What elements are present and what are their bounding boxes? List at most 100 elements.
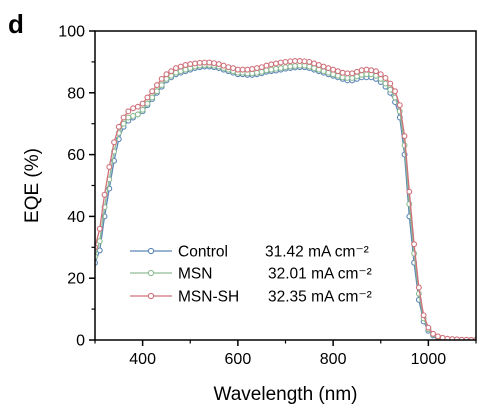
data-point (411, 241, 418, 248)
data-point (368, 67, 375, 74)
x-tick-label: 600 (225, 351, 252, 368)
data-point (277, 59, 284, 66)
data-point (315, 62, 322, 68)
data-point (249, 66, 256, 72)
data-point (344, 75, 351, 81)
data-point (349, 75, 356, 81)
data-point (330, 66, 337, 73)
data-point (130, 113, 137, 119)
data-point (401, 133, 408, 140)
data-point (111, 139, 118, 146)
data-point (373, 68, 379, 75)
data-point (125, 114, 132, 121)
data-point (253, 65, 260, 72)
data-point (120, 114, 127, 121)
y-axis-title: EQE (%) (22, 148, 43, 223)
data-point (382, 80, 389, 87)
data-point (177, 63, 184, 70)
data-point (387, 80, 394, 87)
data-point (301, 58, 308, 65)
panel-letter: d (8, 9, 24, 39)
data-point (144, 100, 151, 107)
data-point (434, 333, 441, 340)
data-point (215, 61, 222, 68)
data-point (349, 70, 356, 77)
data-point (153, 82, 160, 89)
data-point (382, 75, 389, 81)
data-point (315, 66, 322, 73)
legend-jsc-msn-sh: 32.35 mA cm⁻² (268, 289, 372, 306)
data-point (353, 68, 360, 75)
data-point (415, 284, 422, 291)
data-point (144, 94, 151, 101)
data-point (115, 123, 122, 130)
data-point (311, 65, 318, 72)
data-point (149, 94, 156, 101)
x-tick-label: 800 (320, 351, 347, 368)
data-point (173, 65, 179, 72)
data-point (196, 59, 203, 66)
x-tick-label: 1000 (411, 351, 447, 368)
y-tick-label: 60 (67, 147, 85, 164)
data-point (182, 66, 189, 73)
data-point (230, 65, 237, 72)
data-point (106, 164, 113, 170)
data-point (130, 105, 137, 112)
data-point (311, 60, 318, 67)
data-point (277, 65, 284, 72)
data-point (158, 75, 165, 82)
data-point (282, 58, 289, 65)
data-point (163, 71, 170, 78)
data-point (282, 64, 289, 71)
x-axis-title: Wavelength (nm) (214, 384, 358, 405)
data-point (406, 188, 413, 195)
y-tick-label: 100 (58, 24, 85, 41)
data-point (101, 191, 108, 198)
data-point (120, 120, 127, 127)
data-point (158, 82, 165, 89)
data-point (125, 108, 132, 115)
legend-label-control: Control (178, 244, 228, 261)
data-point (239, 66, 246, 73)
series-layer (95, 58, 476, 340)
data-point (139, 106, 146, 113)
data-point (225, 64, 232, 71)
data-point (211, 60, 218, 67)
data-point (153, 88, 160, 95)
data-point (396, 102, 403, 109)
data-point (425, 324, 432, 331)
data-point (373, 72, 379, 79)
data-point (306, 58, 313, 65)
data-point (258, 64, 265, 71)
legend-marker-msn (147, 269, 155, 277)
data-point (149, 88, 156, 95)
legend-label-msn: MSN (178, 266, 212, 283)
data-point (320, 63, 327, 70)
data-point (358, 71, 365, 78)
data-point (201, 59, 208, 66)
y-tick-label: 0 (76, 333, 85, 350)
data-point (234, 66, 241, 73)
x-tick-label: 400 (129, 351, 156, 368)
legend: Control 31.42 mA cm⁻² MSN 32.01 mA cm⁻² MSN-… (130, 244, 372, 306)
y-tick-label: 80 (67, 85, 85, 102)
data-point (387, 86, 394, 93)
legend-marker-msn-sh (147, 292, 155, 300)
data-point (430, 330, 437, 337)
data-point (139, 100, 146, 107)
data-point (187, 61, 194, 68)
data-point (296, 62, 303, 69)
data-point (206, 59, 213, 66)
data-point (296, 58, 303, 64)
data-point (134, 103, 141, 110)
data-point (268, 66, 275, 73)
data-point (339, 74, 346, 81)
data-point (334, 68, 341, 75)
data-point (344, 70, 351, 77)
data-point (334, 72, 341, 79)
data-point (287, 58, 294, 65)
data-point (268, 61, 275, 68)
data-point (392, 88, 398, 95)
y-tick-label: 20 (67, 271, 85, 288)
data-point (363, 71, 370, 78)
